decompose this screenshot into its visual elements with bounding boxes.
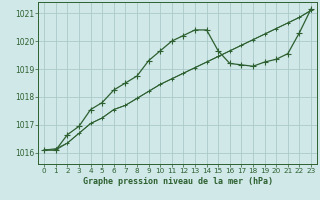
X-axis label: Graphe pression niveau de la mer (hPa): Graphe pression niveau de la mer (hPa): [83, 177, 273, 186]
